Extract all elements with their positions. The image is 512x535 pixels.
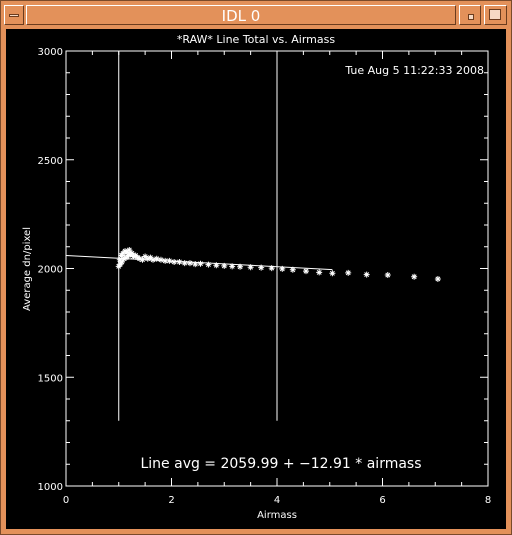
- data-point: [197, 260, 204, 267]
- data-point: [116, 256, 123, 263]
- y-axis-label: Average dn/pixel: [22, 227, 33, 311]
- data-point: [142, 253, 149, 260]
- data-point: [279, 265, 286, 272]
- data-point: [171, 258, 178, 265]
- data-point: [124, 249, 131, 256]
- data-point: [247, 264, 254, 271]
- data-point: [329, 270, 336, 277]
- data-point: [186, 260, 193, 267]
- y-axis-ticks: 1000 1500 2000 2500 3000: [38, 47, 488, 493]
- data-point: [237, 263, 244, 270]
- data-point: [123, 254, 130, 261]
- data-point: [150, 256, 157, 263]
- y-tick-label: 2000: [38, 265, 63, 276]
- data-point: [162, 257, 169, 264]
- data-point: [176, 258, 183, 265]
- data-point: [147, 254, 154, 261]
- window-menu-button[interactable]: [4, 5, 24, 25]
- x-axis-ticks: 0 2 4 6 8: [63, 51, 491, 506]
- data-point: [118, 258, 125, 265]
- data-point: [136, 255, 143, 262]
- data-point: [132, 252, 139, 259]
- data-point: [128, 250, 135, 257]
- plot-title: *RAW* Line Total vs. Airmass: [177, 33, 335, 46]
- data-point: [258, 264, 265, 271]
- data-point: [434, 275, 441, 282]
- data-point: [384, 272, 391, 279]
- plot-canvas: *RAW* Line Total vs. Airmass Tue Aug 5 1…: [6, 29, 506, 529]
- x-tick-label: 0: [63, 495, 69, 506]
- data-point: [130, 253, 137, 260]
- data-point: [134, 254, 141, 261]
- maximize-button[interactable]: [484, 5, 507, 25]
- fit-annotation: Line avg = 2059.99 + −12.91 * airmass: [140, 456, 421, 472]
- data-point: [205, 261, 212, 268]
- x-tick-label: 6: [379, 495, 385, 506]
- data-point: [139, 256, 146, 263]
- data-point: [119, 250, 126, 257]
- data-point: [411, 273, 418, 280]
- data-point: [303, 268, 310, 275]
- data-point: [122, 248, 129, 255]
- y-tick-label: 2500: [38, 156, 63, 167]
- data-point: [363, 271, 370, 278]
- title-bar[interactable]: IDL 0: [1, 1, 511, 29]
- data-point: [126, 247, 133, 254]
- y-tick-label: 1000: [38, 482, 63, 493]
- data-point: [192, 261, 199, 268]
- data-point: [153, 255, 160, 262]
- data-point: [166, 257, 173, 264]
- data-point: [213, 262, 220, 269]
- data-point: [121, 255, 128, 262]
- window-menu-icon: [9, 14, 19, 17]
- plot-svg: *RAW* Line Total vs. Airmass Tue Aug 5 1…: [22, 33, 491, 521]
- x-tick-label: 2: [168, 495, 174, 506]
- reference-lines: [118, 51, 278, 421]
- title-area[interactable]: IDL 0: [26, 5, 456, 25]
- data-point: [144, 255, 151, 262]
- data-point: [289, 266, 296, 273]
- data-point: [345, 269, 352, 276]
- maximize-icon: [489, 9, 501, 20]
- window-title: IDL 0: [221, 7, 261, 25]
- data-point: [229, 263, 236, 270]
- minimize-icon: [468, 14, 474, 20]
- data-points: [115, 247, 441, 282]
- data-point: [157, 256, 164, 263]
- data-point: [316, 269, 323, 276]
- y-tick-label: 1500: [38, 373, 63, 384]
- minimize-button[interactable]: [459, 5, 481, 25]
- data-point: [125, 252, 132, 259]
- x-axis-label: Airmass: [257, 510, 297, 521]
- x-tick-label: 8: [485, 495, 491, 506]
- y-tick-label: 3000: [38, 47, 63, 58]
- data-point: [268, 265, 275, 272]
- x-tick-label: 4: [274, 495, 280, 506]
- data-point: [181, 260, 188, 267]
- data-point: [221, 262, 228, 269]
- plot-timestamp: Tue Aug 5 11:22:33 2008: [344, 64, 484, 77]
